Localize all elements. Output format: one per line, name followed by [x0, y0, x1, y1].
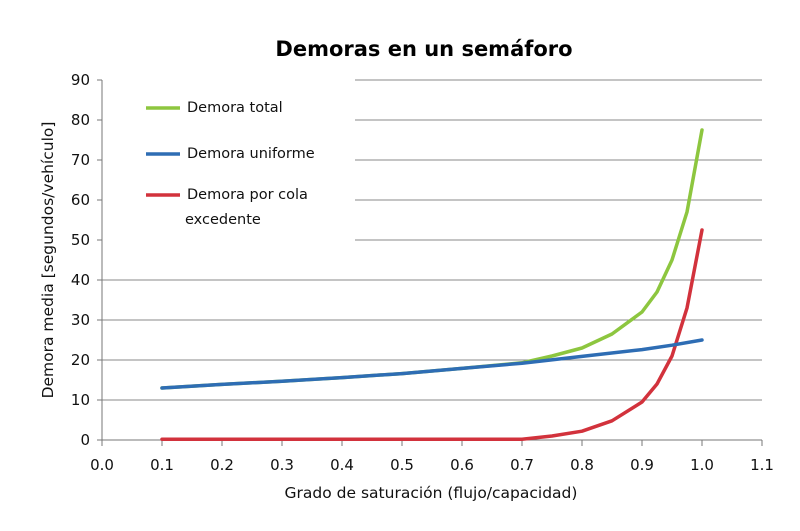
- series-line-demora-cola: [160, 228, 704, 441]
- legend-label: excedente: [185, 212, 261, 228]
- x-tick-label: 0.3: [270, 456, 294, 474]
- x-tick-label: 0.6: [450, 456, 474, 474]
- chart-title: Demoras en un semáforo: [275, 37, 572, 61]
- x-tick-label: 0.1: [150, 456, 174, 474]
- legend-label: Demora por cola: [187, 187, 308, 203]
- series-lines: [160, 128, 704, 441]
- y-tick-label: 50: [71, 231, 90, 249]
- x-tick-label: 1.1: [750, 456, 774, 474]
- x-tick-label: 0.2: [210, 456, 234, 474]
- x-tick-label: 0.5: [390, 456, 414, 474]
- legend-item-demora-uniforme: Demora uniforme: [146, 146, 315, 162]
- x-tick-label: 0.9: [630, 456, 654, 474]
- legend: Demora total Demora uniforme Demora por co…: [146, 100, 315, 228]
- y-tick-label: 90: [71, 71, 90, 89]
- y-tick-labels: 0 10 20 30 40 50 60 70 80 90: [71, 71, 90, 449]
- x-tick-label: 0.0: [90, 456, 114, 474]
- grid: [102, 79, 762, 401]
- x-tick-label: 0.7: [510, 456, 534, 474]
- legend-item-demora-total: Demora total: [146, 100, 283, 116]
- x-tick-labels: 0.0 0.1 0.2 0.3 0.4 0.5 0.6 0.7 0.8 0.9 1.0 1.1: [90, 456, 774, 474]
- y-tick-label: 20: [71, 351, 90, 369]
- y-tick-label: 70: [71, 151, 90, 169]
- axes: [97, 79, 763, 446]
- legend-label: Demora uniforme: [187, 146, 315, 162]
- y-tick-label: 10: [71, 391, 90, 409]
- legend-item-demora-cola: Demora por cola excedente: [146, 187, 308, 228]
- y-tick-label: 0: [80, 431, 90, 449]
- x-axis-label: Grado de saturación (flujo/capacidad): [285, 484, 578, 502]
- series-line-demora-total: [160, 128, 704, 390]
- x-tick-label: 0.4: [330, 456, 354, 474]
- legend-label: Demora total: [187, 100, 283, 116]
- x-tick-label: 1.0: [690, 456, 714, 474]
- series-line-demora-uniforme: [160, 338, 704, 390]
- y-tick-label: 40: [71, 271, 90, 289]
- y-tick-label: 30: [71, 311, 90, 329]
- y-axis-label: Demora media [segundos/vehículo]: [39, 122, 57, 399]
- x-tick-label: 0.8: [570, 456, 594, 474]
- y-tick-label: 80: [71, 111, 90, 129]
- y-tick-label: 60: [71, 191, 90, 209]
